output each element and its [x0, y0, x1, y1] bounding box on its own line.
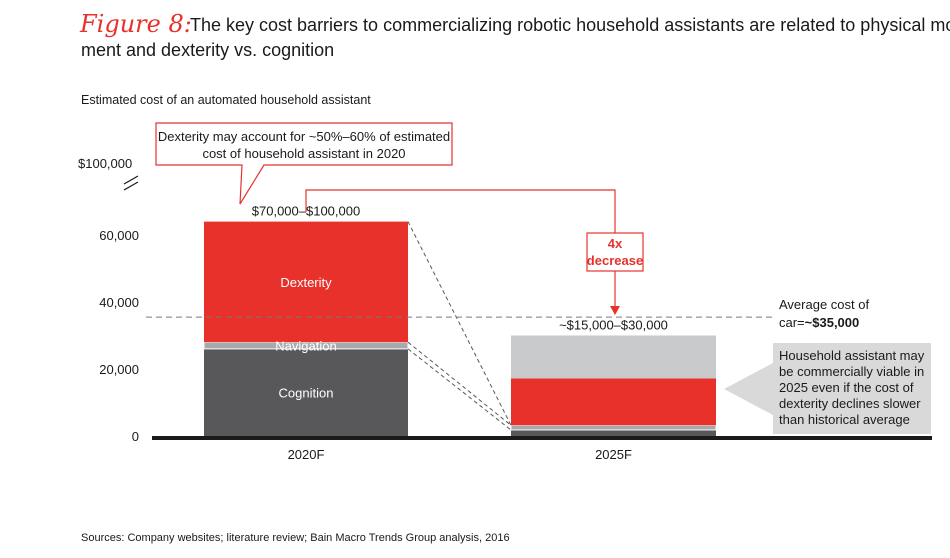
- segment-label-cognition: Cognition: [279, 385, 334, 400]
- decrease-label-2: decrease: [587, 253, 643, 268]
- source-note: Sources: Company websites; literature re…: [81, 532, 510, 544]
- y-tick-label: 0: [132, 429, 139, 444]
- decrease-box: [586, 232, 644, 272]
- bar-segment-dexterity: [511, 378, 716, 426]
- figure-label: Figure 8:: [79, 10, 192, 38]
- decrease-label-1: 4x: [608, 236, 623, 251]
- y-tick-label: 60,000: [99, 228, 139, 243]
- viability-line-3: 2025 even if the cost of: [779, 380, 914, 395]
- y-tick-label: 20,000: [99, 362, 139, 377]
- y-axis: $100,000 0 20,000 40,000 60,000: [78, 156, 139, 444]
- bar-total-label: ~$15,000–$30,000: [559, 318, 668, 333]
- dexterity-callout-line-1: Dexterity may account for ~50%–60% of es…: [158, 129, 450, 144]
- bar-segment-cognition: [511, 429, 716, 436]
- viability-line-2: be commercially viable in: [779, 364, 924, 379]
- dexterity-callout-line-2: cost of household assistant in 2020: [202, 146, 405, 161]
- axis-break-icon: [123, 175, 139, 191]
- connector-line: [407, 341, 512, 426]
- x-axis-baseline: [152, 436, 932, 440]
- viability-callout: Household assistant may be commercially …: [724, 343, 931, 434]
- average-car-cost-label: Average cost of: [779, 297, 869, 312]
- bar-segment-dexterity: [204, 221, 408, 343]
- connector-line: [407, 221, 512, 426]
- title-line-2: ment and dexterity vs. cognition: [81, 40, 334, 60]
- chart-subtitle: Estimated cost of an automated household…: [81, 93, 371, 107]
- car-prefix: car=: [779, 315, 805, 330]
- viability-line-5: than historical average: [779, 412, 910, 427]
- x-category-label: 2020F: [288, 447, 325, 462]
- segment-label-navigation: Navigation: [275, 339, 336, 354]
- connector-lines: [407, 221, 512, 431]
- y-tick-label: 40,000: [99, 295, 139, 310]
- average-car-cost-value-label: car=~$35,000: [779, 315, 859, 330]
- arrow-head-icon: [610, 306, 620, 315]
- bar-segment-navigation: [510, 424, 717, 431]
- x-category-label: 2025F: [595, 447, 632, 462]
- segment-label-dexterity: Dexterity: [280, 275, 332, 290]
- bar-segment-cognition: [204, 348, 408, 436]
- car-value: ~$35,000: [805, 315, 860, 330]
- title-line-1: The key cost barriers to commercializing…: [190, 15, 950, 35]
- viability-line-1: Household assistant may: [779, 348, 925, 363]
- viability-line-4: dexterity declines slower: [779, 396, 921, 411]
- decrease-arrow: 4x decrease: [305, 189, 644, 315]
- y-break-label: $100,000: [78, 156, 132, 171]
- dexterity-callout: Dexterity may account for ~50%–60% of es…: [155, 122, 453, 205]
- bars: 2020F$70,000–$100,0002025F~$15,000–$30,0…: [203, 204, 717, 462]
- bar-segment-remaining-range: [511, 335, 716, 379]
- connector-line: [407, 348, 512, 431]
